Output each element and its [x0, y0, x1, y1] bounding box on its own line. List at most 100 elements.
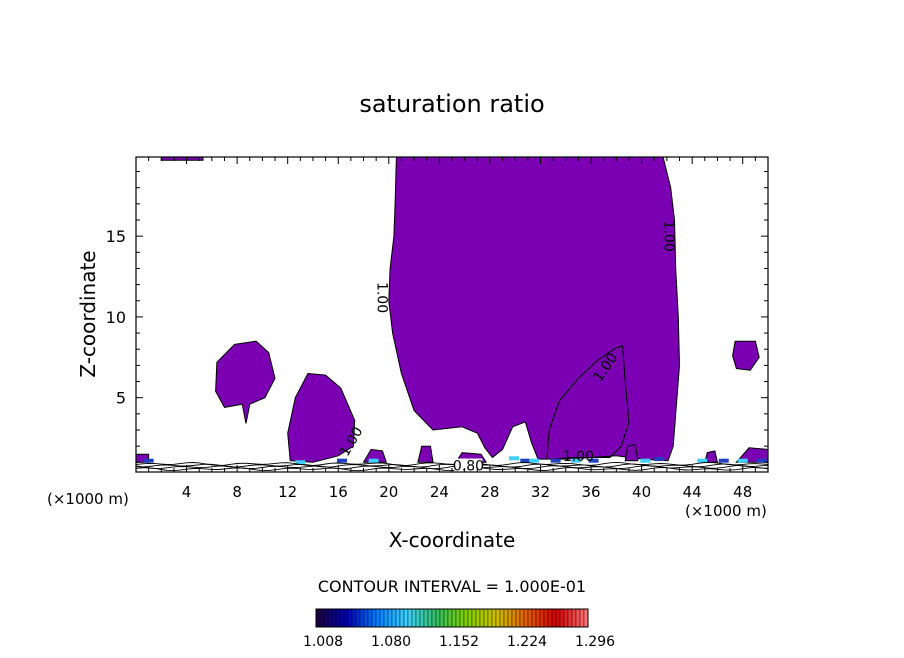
colorbar-cell — [571, 608, 577, 628]
surface-fleck — [737, 458, 748, 463]
x-tick-label: 28 — [480, 483, 499, 501]
colorbar-cell — [499, 608, 505, 628]
colorbar-label: 1.080 — [371, 634, 411, 650]
colorbar-cell — [475, 608, 481, 628]
x-tick-label: 48 — [733, 483, 752, 501]
colorbar-frame — [315, 608, 589, 628]
colorbar-cell — [543, 608, 549, 628]
colorbar-cell — [479, 608, 485, 628]
colorbar-cell — [367, 608, 373, 628]
colorbar-cell — [567, 608, 573, 628]
surface-fleck — [143, 458, 154, 463]
colorbar-cell — [383, 608, 389, 628]
colorbar-cell — [343, 608, 349, 628]
surface-fleck — [295, 460, 306, 465]
colorbar-cell — [391, 608, 397, 628]
colorbar-cell — [443, 608, 449, 628]
y-tick-label: 5 — [116, 389, 126, 408]
middle-cloud-region — [287, 372, 356, 463]
surface-fleck — [697, 458, 708, 463]
colorbar-cell — [371, 608, 377, 628]
surface-fleck — [368, 458, 379, 463]
left-cloud-region — [215, 340, 276, 424]
colorbar-cell — [439, 608, 445, 628]
x-tick-label: 36 — [581, 483, 600, 501]
colorbar-cell — [423, 608, 429, 628]
colorbar-cell — [375, 608, 381, 628]
colorbar-cell — [535, 608, 541, 628]
colorbar-cell — [467, 608, 473, 628]
colorbar-cell — [515, 608, 521, 628]
axis-ticks — [136, 157, 768, 472]
colorbar-cell — [503, 608, 509, 628]
colorbar-cell — [495, 608, 501, 628]
colorbar-cell — [319, 608, 325, 628]
surface-patch-5 — [624, 443, 639, 462]
colorbar-label: 1.296 — [575, 634, 615, 650]
x-tick-label: 12 — [278, 483, 297, 501]
colorbar-cell — [431, 608, 437, 628]
colorbar-cell — [407, 608, 413, 628]
surface-fleck — [588, 458, 599, 463]
colorbar-cell — [459, 608, 465, 628]
colorbar-cell — [347, 608, 353, 628]
surface-fleck — [529, 458, 540, 463]
surface-fleck — [550, 458, 561, 463]
colorbar-cell — [547, 608, 553, 628]
surface-fleck — [337, 458, 348, 463]
contour-interval-text: CONTOUR INTERVAL = 1.000E-01 — [318, 577, 586, 596]
colorbar-cell — [463, 608, 469, 628]
y-tick-label: 10 — [106, 308, 126, 327]
colorbar-cell — [427, 608, 433, 628]
y-axis-label: Z-coordinate — [76, 250, 100, 377]
colorbar-cell — [559, 608, 565, 628]
x-unit-label-right: (×1000 m) — [685, 502, 767, 520]
x-unit-label-left: (×1000 m) — [47, 490, 129, 508]
x-tick-label: 20 — [379, 483, 398, 501]
x-tick-label: 16 — [329, 483, 348, 501]
contour-label: 1.00 — [660, 221, 676, 252]
colorbar-label: 1.008 — [303, 634, 343, 650]
x-tick-labels: 4 8 12 16 20 24 28 32 36 40 44 48 — [182, 483, 752, 501]
colorbar-cell — [411, 608, 417, 628]
colorbar-cell — [447, 608, 453, 628]
colorbar-cell — [471, 608, 477, 628]
colorbar-cell — [359, 608, 365, 628]
contour-label: 0.80 — [453, 459, 484, 475]
surface-fleck — [756, 458, 767, 463]
colorbar-cell — [487, 608, 493, 628]
colorbar-cell — [527, 608, 533, 628]
x-tick-label: 24 — [430, 483, 449, 501]
surface-contour-line — [135, 465, 769, 470]
x-tick-label: 40 — [632, 483, 651, 501]
main-plume-region — [388, 156, 681, 462]
surface-contour-line — [135, 461, 769, 466]
colorbar-cell — [335, 608, 341, 628]
surface-fleck — [570, 458, 581, 463]
colorbar-cell — [507, 608, 513, 628]
surface-fleck — [640, 458, 651, 463]
contour-label-bg — [454, 458, 483, 473]
contour-fills — [135, 156, 769, 465]
colorbar-cell — [351, 608, 357, 628]
colorbar-cell — [395, 608, 401, 628]
surface-contour-lines — [135, 461, 769, 472]
colorbar-cell — [491, 608, 497, 628]
colorbar-cell — [563, 608, 569, 628]
surface-patch-3 — [417, 445, 434, 463]
colorbar-cell — [455, 608, 461, 628]
colorbar-cell — [399, 608, 405, 628]
colorbar-cell — [531, 608, 537, 628]
colorbar-cell — [523, 608, 529, 628]
surface-fleck — [520, 458, 531, 463]
colorbar-cell — [483, 608, 489, 628]
chart-title: saturation ratio — [359, 90, 544, 118]
colorbar-cell — [327, 608, 333, 628]
colorbar-label: 1.152 — [439, 634, 479, 650]
right-cloud-region — [732, 340, 760, 371]
x-tick-label: 32 — [531, 483, 550, 501]
colorbar-cell — [315, 608, 321, 628]
colorbar-cell — [511, 608, 517, 628]
